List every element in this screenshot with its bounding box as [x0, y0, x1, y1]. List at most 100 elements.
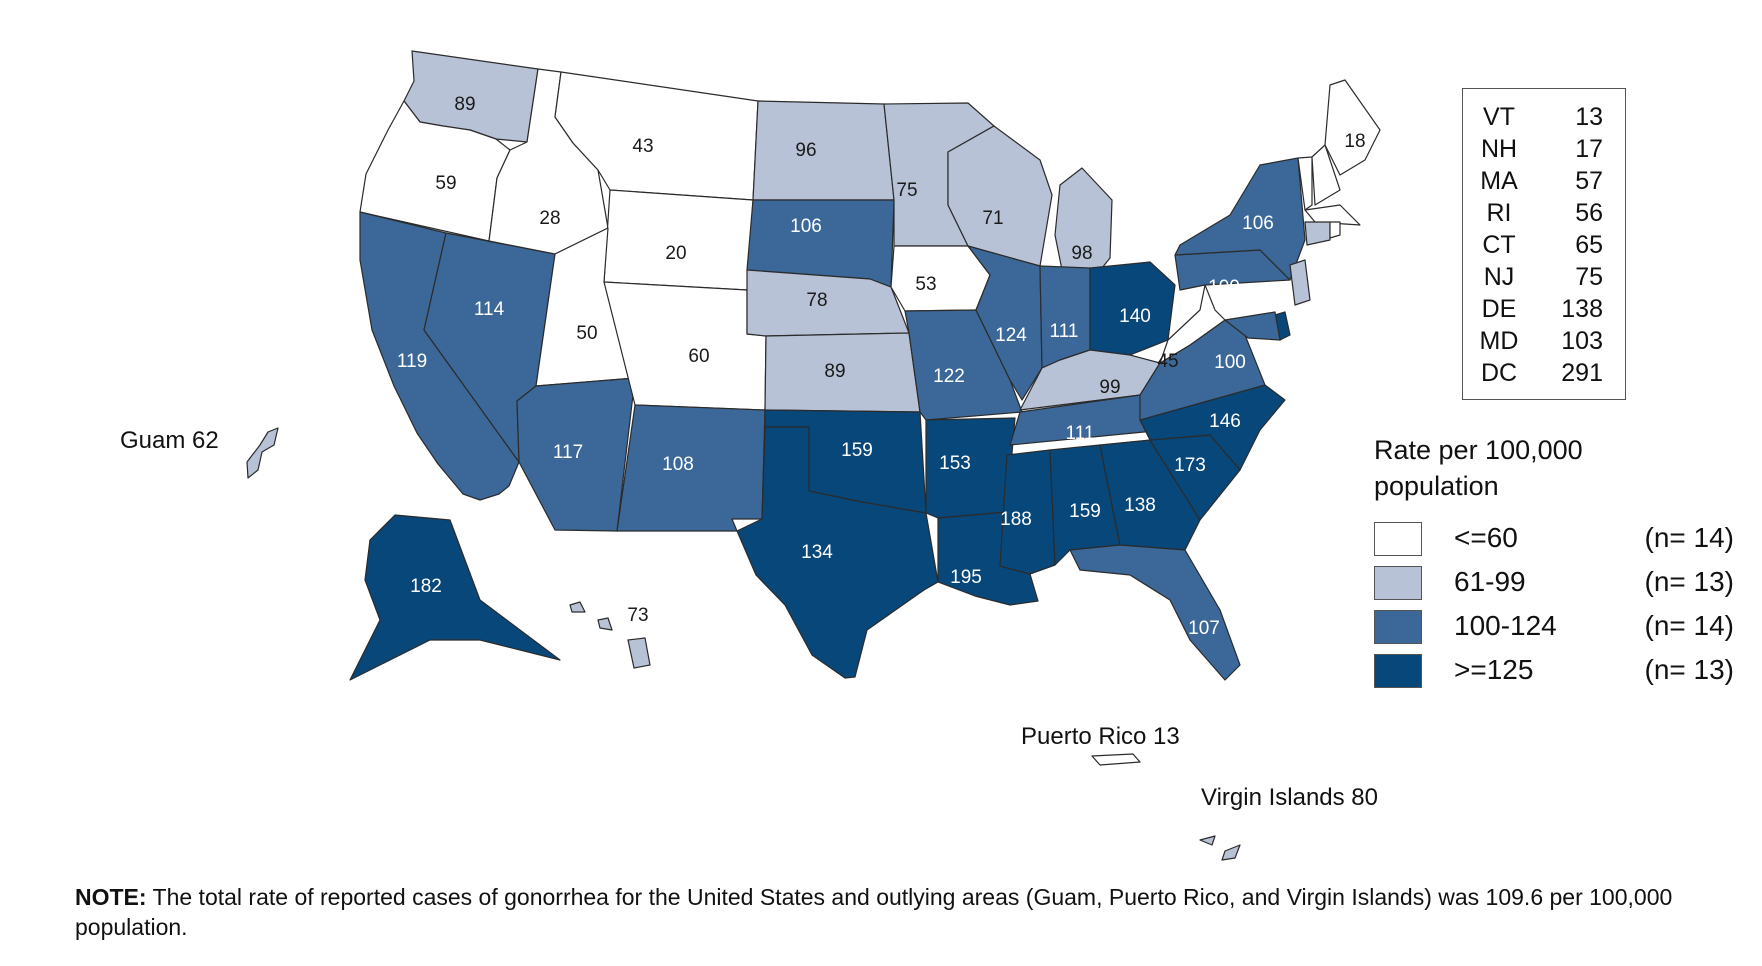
state-nh — [1311, 144, 1341, 206]
state-value-va: 100 — [1214, 352, 1246, 373]
small-state-abbr: MD — [1479, 327, 1519, 355]
small-state-value: 13 — [1575, 103, 1603, 131]
state-value-nm: 108 — [662, 454, 694, 475]
state-hi — [569, 601, 651, 669]
state-value-ny: 106 — [1242, 213, 1274, 234]
small-state-value: 65 — [1575, 231, 1603, 259]
state-value-pa: 100 — [1208, 277, 1240, 298]
state-nc — [1139, 384, 1286, 471]
legend-range: 100-124 — [1454, 610, 1557, 641]
state-nj — [1289, 259, 1311, 306]
small-state-row-dc: DC 291 — [1463, 359, 1625, 391]
state-wv — [1159, 284, 1226, 364]
state-value-ut: 50 — [576, 323, 597, 344]
small-state-row-de: DE 138 — [1463, 295, 1625, 327]
state-wy — [603, 189, 754, 291]
small-state-value: 56 — [1575, 199, 1603, 227]
legend-title-line2: population — [1374, 471, 1499, 501]
note: NOTE: The total rate of reported cases o… — [75, 882, 1675, 942]
state-value-mo: 122 — [933, 366, 965, 387]
small-state-row-ct: CT 65 — [1463, 231, 1625, 263]
state-tx — [736, 426, 939, 679]
virgin-islands-label: Virgin Islands 80 — [1201, 784, 1378, 811]
small-state-abbr: RI — [1486, 199, 1512, 227]
legend-item: 100-124 (n= 14) — [1374, 608, 1734, 648]
state-value-fl: 107 — [1188, 618, 1220, 639]
legend-swatch — [1374, 566, 1422, 600]
small-state-row-md: MD 103 — [1463, 327, 1625, 359]
state-ma — [1304, 204, 1361, 226]
legend-swatch — [1374, 610, 1422, 644]
state-value-mt: 43 — [632, 136, 653, 157]
state-value-ne: 78 — [806, 290, 827, 311]
state-nd — [752, 100, 895, 201]
legend-title-line1: Rate per 100,000 — [1374, 435, 1583, 465]
legend-swatch — [1374, 522, 1422, 556]
small-state-value: 17 — [1575, 135, 1603, 163]
state-value-me: 18 — [1344, 131, 1365, 152]
state-value-ky: 99 — [1099, 377, 1120, 398]
legend-range: 61-99 — [1454, 566, 1526, 597]
small-state-row-nh: NH 17 — [1463, 135, 1625, 167]
state-value-ak: 182 — [410, 576, 442, 597]
small-state-row-ma: MA 57 — [1463, 167, 1625, 199]
small-state-abbr: NH — [1480, 135, 1518, 163]
small-state-abbr: DE — [1481, 295, 1517, 323]
legend: Rate per 100,000 population <=60 (n= 14) 6… — [1374, 432, 1734, 692]
state-value-la: 195 — [950, 567, 982, 588]
state-value-az: 117 — [553, 442, 583, 463]
small-state-value: 291 — [1561, 359, 1603, 387]
state-value-sc: 173 — [1174, 455, 1206, 476]
state-value-tx: 134 — [801, 542, 833, 563]
guam-shape — [246, 427, 279, 479]
state-value-wa: 89 — [454, 94, 475, 115]
guam-label: Guam 62 — [120, 427, 219, 454]
state-value-hi: 73 — [627, 605, 648, 626]
legend-count: (n= 14) — [1644, 522, 1735, 553]
state-mi — [1054, 167, 1113, 274]
legend-count: (n= 14) — [1644, 610, 1735, 641]
small-state-value: 57 — [1575, 167, 1603, 195]
puerto-rico-label: Puerto Rico 13 — [1021, 723, 1180, 750]
legend-item: >=125 (n= 13) — [1374, 652, 1734, 692]
state-value-mi: 98 — [1071, 243, 1092, 264]
state-value-mn: 75 — [896, 180, 917, 201]
state-value-ks: 89 — [824, 361, 845, 382]
state-ky — [1019, 349, 1161, 411]
state-value-tn: 111 — [1066, 423, 1095, 444]
small-state-abbr: VT — [1483, 103, 1515, 131]
legend-range: >=125 — [1454, 654, 1534, 685]
small-state-value: 75 — [1575, 263, 1603, 291]
state-value-sd: 106 — [790, 216, 822, 237]
small-states-table: VT 13 NH 17 MA 57 RI 56 CT 65 NJ 75 DE 138 MD 103 DC 291 — [1462, 88, 1626, 400]
state-value-id: 28 — [539, 208, 560, 229]
puerto-rico-shape — [1091, 753, 1141, 766]
state-value-oh: 140 — [1119, 306, 1151, 327]
state-me — [1324, 79, 1381, 176]
state-wi — [947, 125, 1053, 267]
state-ct — [1304, 221, 1331, 246]
legend-range: <=60 — [1454, 522, 1518, 553]
note-label: NOTE: — [75, 884, 147, 910]
legend-item: 61-99 (n= 13) — [1374, 564, 1734, 604]
state-value-wv: 45 — [1157, 351, 1178, 372]
legend-count: (n= 13) — [1644, 654, 1735, 685]
legend-item: <=60 (n= 14) — [1374, 520, 1734, 560]
small-state-row-nj: NJ 75 — [1463, 263, 1625, 295]
state-value-co: 60 — [688, 346, 709, 367]
state-ak — [349, 514, 561, 681]
small-state-row-vt: VT 13 — [1463, 103, 1625, 135]
small-state-value: 103 — [1561, 327, 1603, 355]
legend-count: (n= 13) — [1644, 566, 1735, 597]
small-state-abbr: CT — [1482, 231, 1516, 259]
state-vt — [1297, 156, 1313, 211]
state-value-ms: 188 — [1000, 509, 1032, 530]
state-value-in: 111 — [1050, 321, 1079, 342]
state-value-nd: 96 — [795, 140, 816, 161]
state-md — [1224, 311, 1281, 341]
legend-swatch — [1374, 654, 1422, 688]
small-state-value: 138 — [1561, 295, 1603, 323]
state-value-il: 124 — [995, 325, 1027, 346]
state-ga — [1099, 439, 1201, 551]
